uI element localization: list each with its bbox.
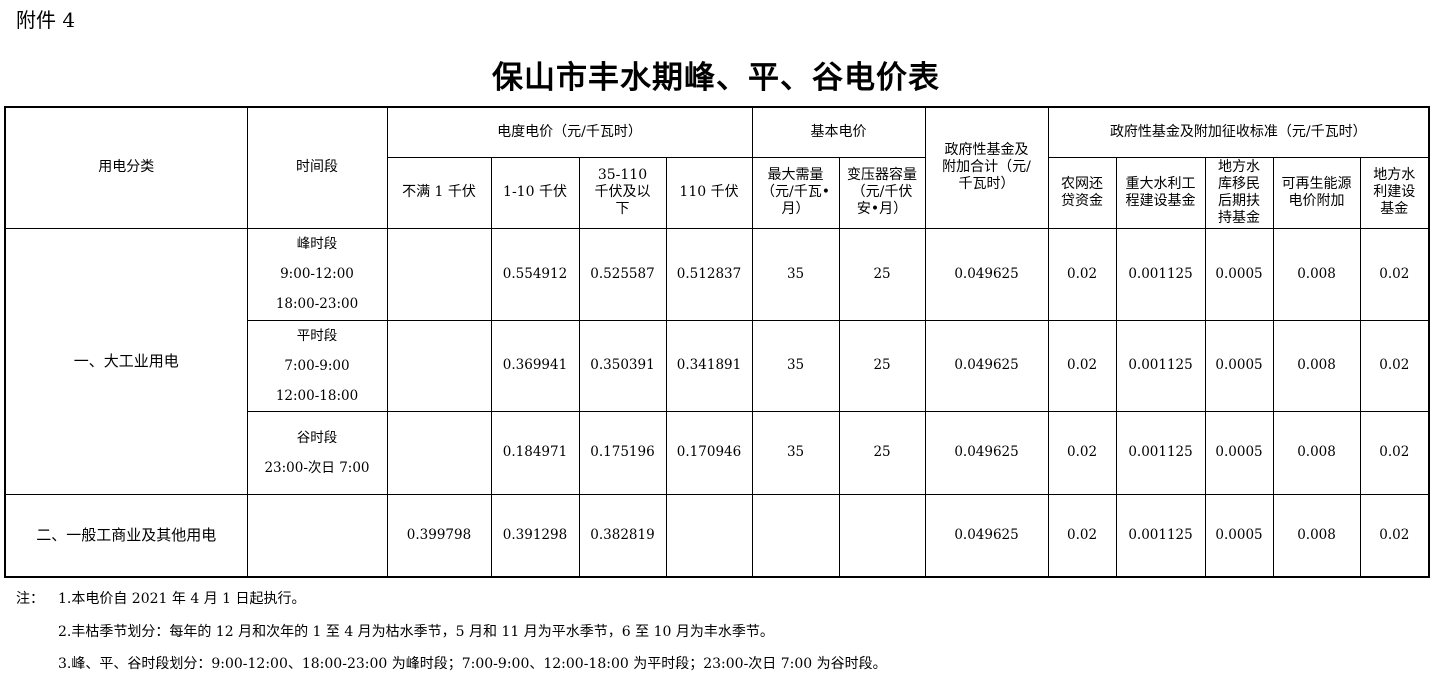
value-cell: 0.0005	[1204, 410, 1274, 495]
header-energy-col: 35-110 千伏及以下	[578, 156, 667, 229]
value-cell: 0.0005	[1204, 319, 1274, 412]
period-text: 谷时段	[296, 429, 338, 446]
header-fund-standard: 政府性基金及附加征收标准（元/千瓦时）	[1047, 106, 1430, 158]
period-text: 9:00-12:00	[280, 266, 354, 282]
header-energy-col: 不满 1 千伏	[386, 156, 492, 229]
value-cell: 0.341891	[665, 319, 753, 412]
value-cell: 35	[751, 410, 840, 495]
value-cell: 0.525587	[578, 227, 667, 321]
period-text: 12:00-18:00	[275, 387, 359, 404]
attachment-label: 附件 4	[16, 8, 76, 32]
value-cell: 35	[751, 227, 840, 321]
value-cell: 0.049625	[924, 493, 1049, 578]
value-cell: 0.001125	[1115, 319, 1206, 412]
value-cell	[751, 493, 840, 578]
value-cell: 0.184971	[490, 410, 580, 495]
value-cell: 0.02	[1359, 410, 1430, 495]
value-cell: 0.399798	[386, 493, 492, 578]
value-cell: 35	[751, 319, 840, 412]
value-cell	[386, 227, 492, 321]
period-text: 18:00-23:00	[275, 296, 359, 312]
value-cell: 0.02	[1359, 319, 1430, 412]
value-cell: 0.02	[1047, 319, 1117, 412]
period-cell: 谷时段 23:00-次日 7:00	[246, 410, 388, 495]
table-row: 二、一般工商业及其他用电 0.399798 0.391298 0.382819 0.04…	[4, 493, 1430, 578]
header-energy-col: 1-10 千伏	[490, 156, 580, 229]
value-cell: 0.008	[1272, 493, 1361, 578]
period-text: 平时段	[296, 327, 338, 344]
header-energy-col: 110 千伏	[665, 156, 753, 229]
header-fund-col: 可再生能源电价附加	[1272, 156, 1361, 229]
note-item: 3.峰、平、谷时段划分：9:00-12:00、18:00-23:00 为峰时段；…	[58, 656, 887, 672]
header-energy-price: 电度电价（元/千瓦时）	[386, 106, 753, 158]
note-item: 2.丰枯季节划分：每年的 12 月和次年的 1 至 4 月为枯水季节，5 月和 …	[58, 624, 774, 640]
value-cell: 0.0005	[1204, 493, 1274, 578]
value-cell	[665, 493, 753, 578]
value-cell: 0.008	[1272, 227, 1361, 321]
value-cell: 0.175196	[578, 410, 667, 495]
header-basic-col: 最大需量（元/千瓦•月）	[751, 156, 840, 229]
header-category: 用电分类	[4, 106, 248, 229]
header-fund-col: 地方水利建设基金	[1359, 156, 1430, 229]
table-row: 平时段 7:00-9:00 12:00-18:00 0.369941 0.350391 0…	[5, 319, 1430, 412]
value-cell: 0.382819	[578, 493, 667, 578]
header-basic-col: 变压器容量（元/千伏安•月）	[838, 156, 926, 229]
value-cell: 0.369941	[490, 319, 580, 412]
value-cell: 0.001125	[1115, 493, 1206, 578]
value-cell	[386, 410, 492, 495]
header-period: 时间段	[246, 106, 388, 229]
value-cell: 25	[838, 410, 926, 495]
value-cell: 0.350391	[578, 319, 667, 412]
category-cell: 一、大工业用电	[4, 227, 248, 495]
period-cell: 峰时段 9:00-12:00 18:00-23:00	[246, 227, 388, 321]
header-fund-total: 政府性基金及附加合计（元/千瓦时）	[924, 106, 1049, 229]
value-cell: 0.001125	[1115, 227, 1206, 321]
period-cell: 平时段 7:00-9:00 12:00-18:00	[246, 319, 388, 412]
value-cell: 0.02	[1359, 227, 1430, 321]
value-cell: 25	[838, 319, 926, 412]
notes-prefix: 注：	[16, 591, 44, 607]
table-row: 谷时段 23:00-次日 7:00 0.184971 0.175196 0.170946…	[5, 410, 1430, 495]
value-cell: 0.554912	[490, 227, 580, 321]
value-cell: 0.001125	[1115, 410, 1206, 495]
value-cell: 0.02	[1047, 493, 1117, 578]
value-cell: 0.391298	[490, 493, 580, 578]
header-fund-col: 重大水利工程建设基金	[1115, 156, 1206, 229]
table-row: 一、大工业用电 峰时段 9:00-12:00 18:00-23:00 0.554912 0…	[4, 227, 1430, 495]
period-text: 23:00-次日 7:00	[264, 459, 370, 476]
period-text: 峰时段	[296, 236, 338, 252]
period-cell	[246, 493, 388, 578]
note-item: 1.本电价自 2021 年 4 月 1 日起执行。	[58, 591, 306, 607]
header-basic-price: 基本电价	[751, 106, 926, 158]
value-cell	[838, 493, 926, 578]
value-cell: 0.008	[1272, 410, 1361, 495]
value-cell: 0.02	[1047, 227, 1117, 321]
value-cell: 0.008	[1272, 319, 1361, 412]
value-cell: 0.512837	[665, 227, 753, 321]
value-cell: 0.049625	[924, 227, 1049, 321]
header-fund-col: 地方水库移民后期扶持基金	[1204, 156, 1274, 229]
value-cell: 0.0005	[1204, 227, 1274, 321]
value-cell: 0.049625	[924, 319, 1049, 412]
value-cell: 0.049625	[924, 410, 1049, 495]
value-cell: 25	[838, 227, 926, 321]
value-cell	[386, 319, 492, 412]
value-cell: 0.170946	[665, 410, 753, 495]
price-table: 用电分类 时间段 电度电价（元/千瓦时） 基本电价 政府性基金及附加合计（元/千…	[4, 106, 1431, 578]
value-cell: 0.02	[1047, 410, 1117, 495]
period-text: 7:00-9:00	[284, 357, 350, 374]
category-cell: 二、一般工商业及其他用电	[4, 493, 248, 578]
page-title: 保山市丰水期峰、平、谷电价表	[492, 60, 940, 96]
value-cell: 0.02	[1359, 493, 1430, 578]
header-fund-col: 农网还贷资金	[1047, 156, 1117, 229]
